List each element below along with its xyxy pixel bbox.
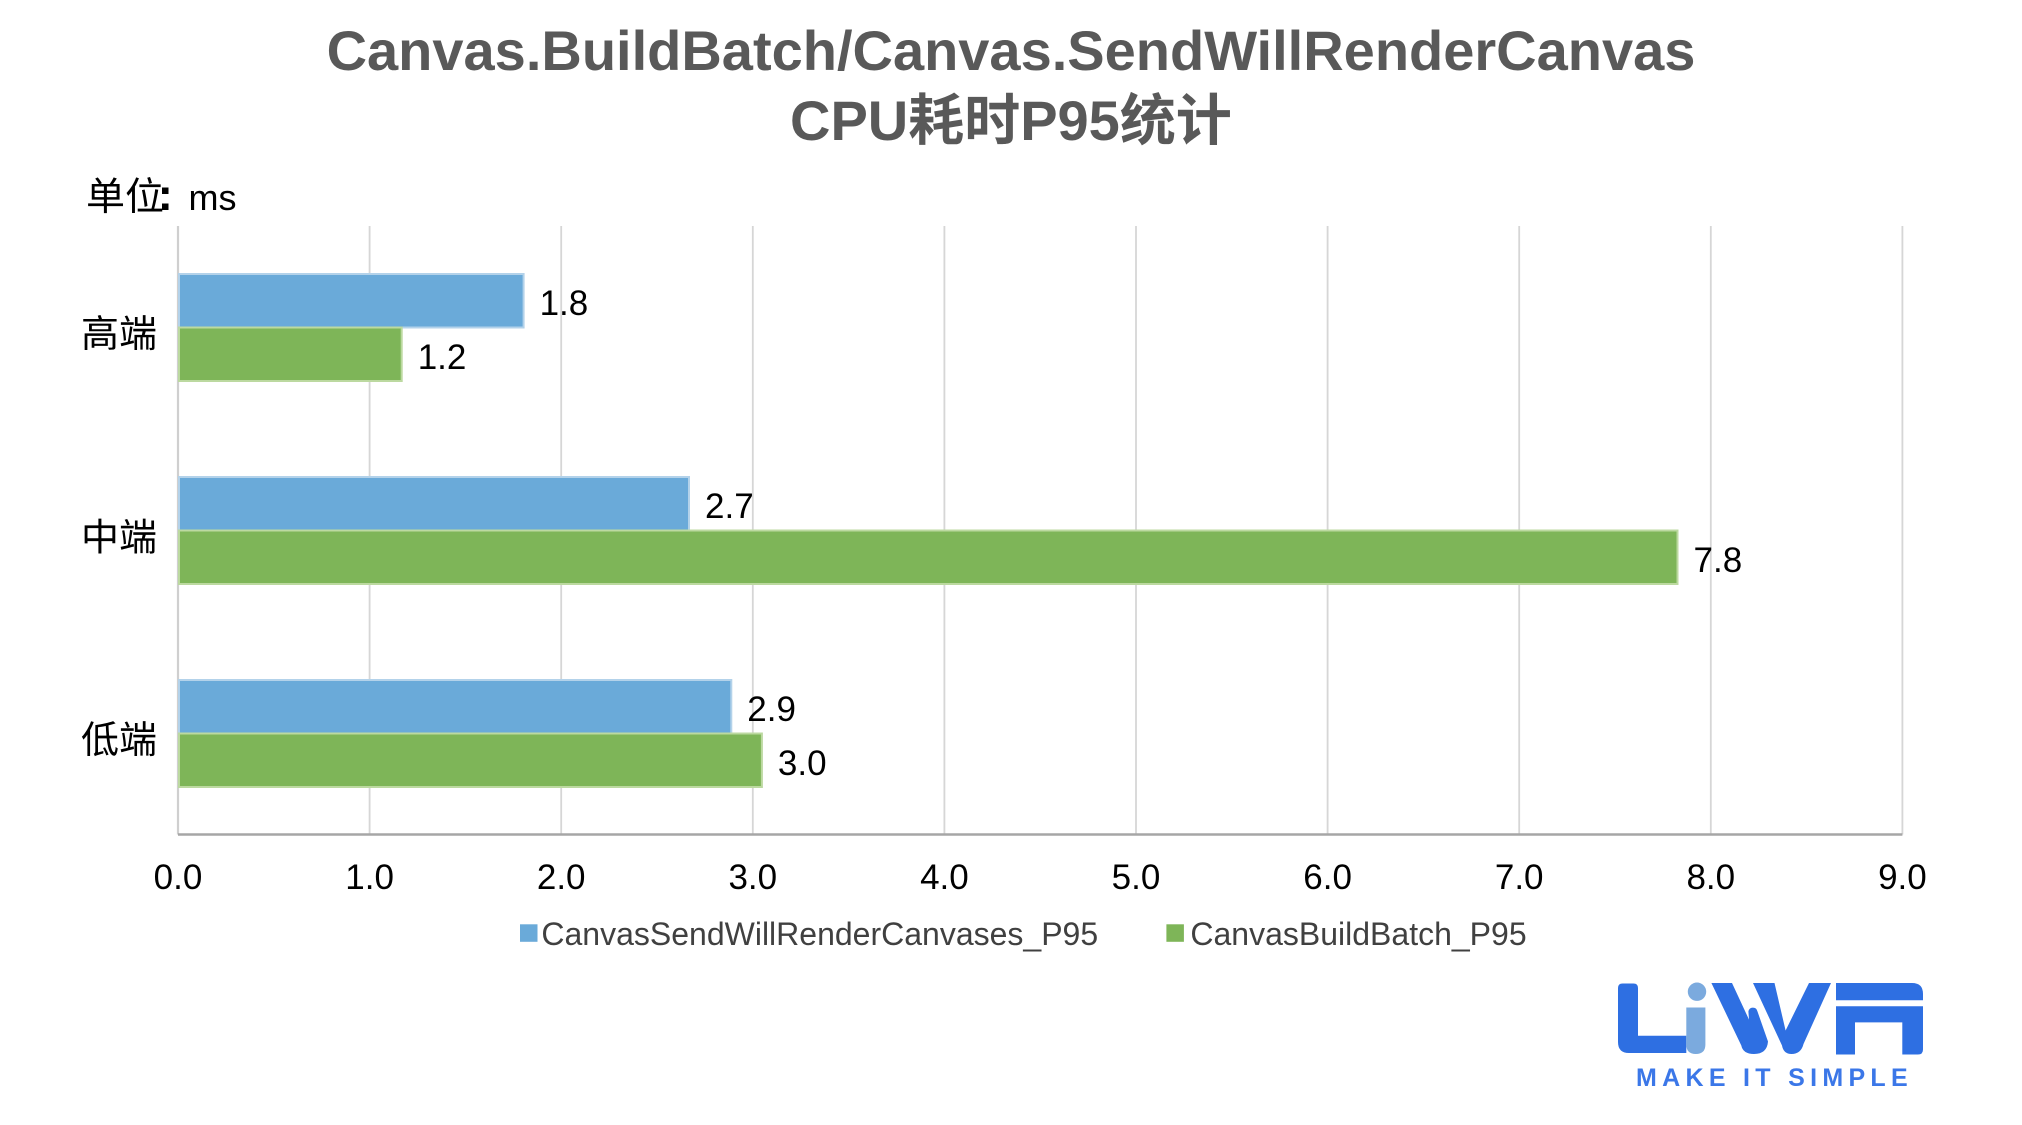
svg-text:3.0: 3.0 <box>778 744 827 783</box>
svg-text:2.7: 2.7 <box>705 487 754 526</box>
svg-text:4.0: 4.0 <box>920 858 969 897</box>
svg-text:1.0: 1.0 <box>345 858 394 897</box>
svg-text:MAKE IT SIMPLE: MAKE IT SIMPLE <box>1636 1064 1913 1092</box>
svg-text:CanvasSendWillRenderCanvases_P: CanvasSendWillRenderCanvases_P95 <box>541 916 1098 952</box>
svg-text:1.2: 1.2 <box>418 338 467 377</box>
svg-text:3.0: 3.0 <box>728 858 777 897</box>
svg-text:1.8: 1.8 <box>540 284 589 323</box>
svg-text:5.0: 5.0 <box>1112 858 1161 897</box>
svg-text:CanvasBuildBatch_P95: CanvasBuildBatch_P95 <box>1190 916 1526 952</box>
svg-text:8.0: 8.0 <box>1686 858 1735 897</box>
svg-text:6.0: 6.0 <box>1303 858 1352 897</box>
svg-text:P95: P95 <box>1020 89 1120 152</box>
svg-text:ms: ms <box>189 177 237 218</box>
svg-text:7.0: 7.0 <box>1495 858 1544 897</box>
svg-text:0.0: 0.0 <box>154 858 203 897</box>
svg-text:7.8: 7.8 <box>1694 541 1743 580</box>
svg-text:9.0: 9.0 <box>1878 858 1927 897</box>
svg-text:2.0: 2.0 <box>537 858 586 897</box>
svg-text:CPU: CPU <box>790 89 908 152</box>
svg-text:2.9: 2.9 <box>747 690 796 729</box>
svg-text:Canvas.BuildBatch/Canvas.SendW: Canvas.BuildBatch/Canvas.SendWillRenderC… <box>327 19 1696 82</box>
